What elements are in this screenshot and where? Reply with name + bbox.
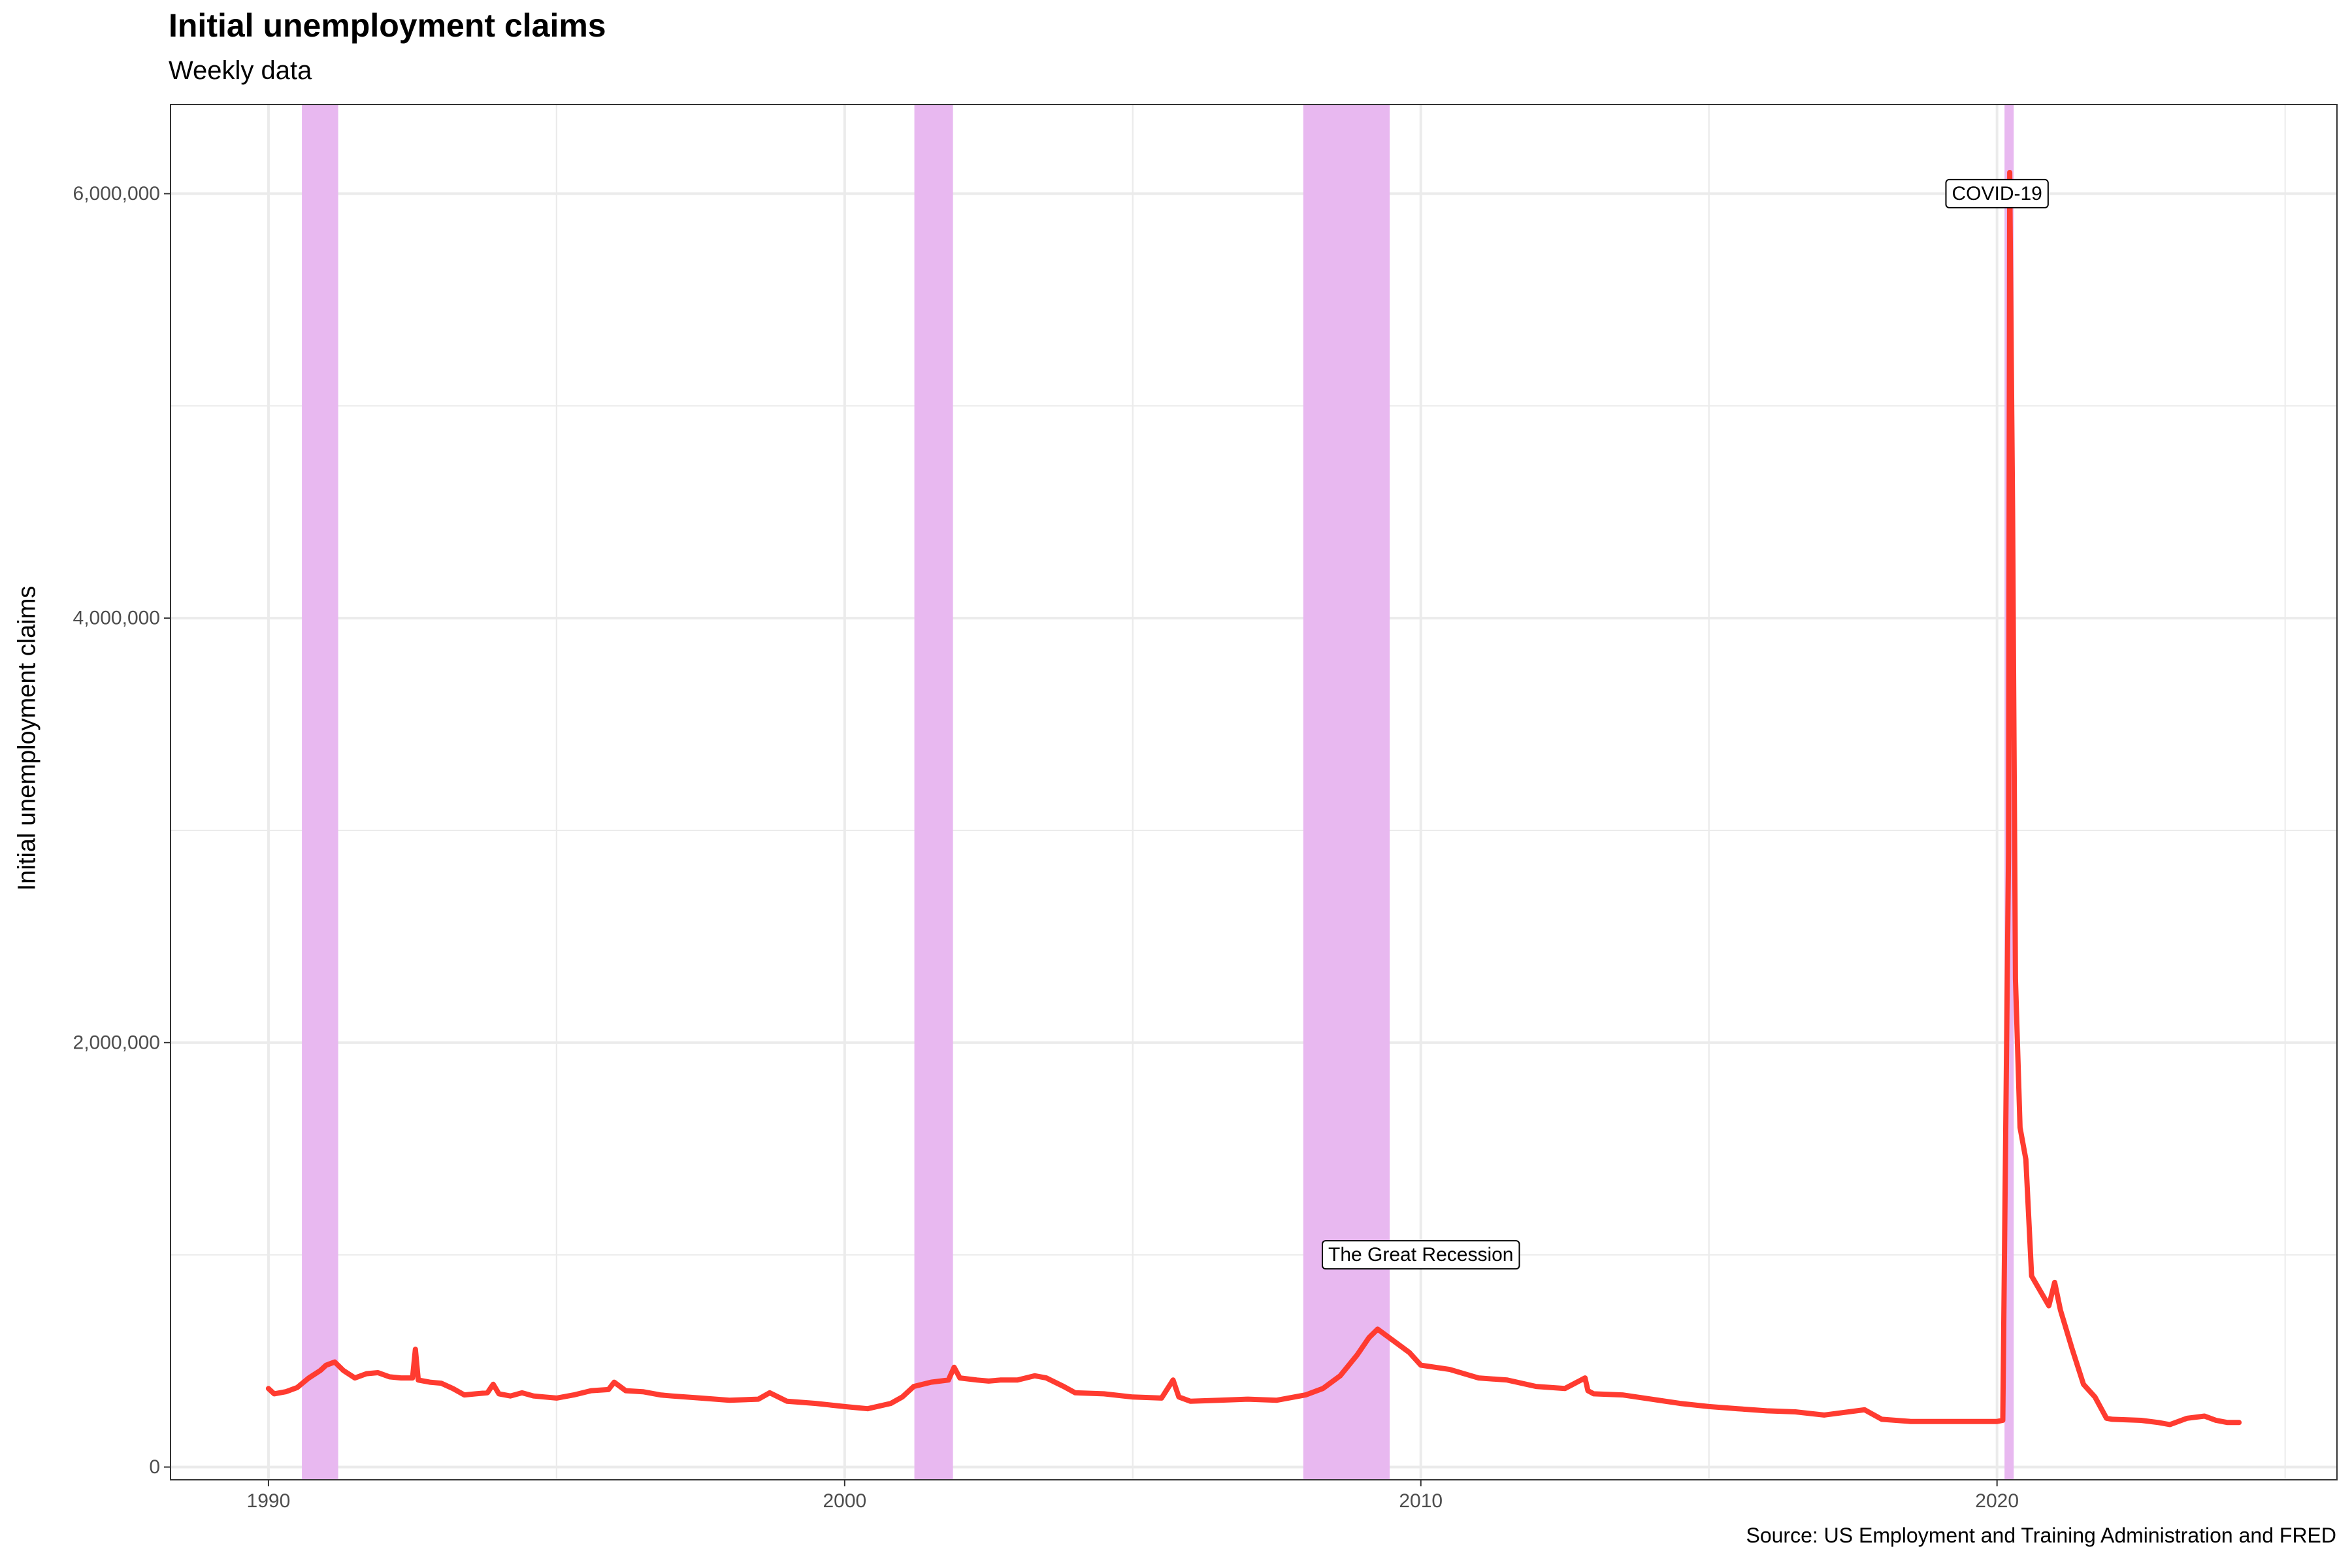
x-tick-label: 2020	[1975, 1490, 2019, 1512]
recession-band	[302, 105, 338, 1480]
chart-subtitle: Weekly data	[169, 56, 312, 85]
plot-panel	[171, 105, 2337, 1480]
y-tick-label: 0	[149, 1456, 160, 1478]
annotation-box	[1322, 1240, 1520, 1270]
y-tick-label: 6,000,000	[73, 183, 160, 204]
series-line	[265, 170, 2242, 1428]
y-tick-label: 4,000,000	[73, 608, 160, 629]
recession-band	[1303, 105, 1390, 1480]
y-tick-label: 2,000,000	[73, 1032, 160, 1053]
annotation-box	[1945, 178, 2049, 208]
x-tick-label: 2000	[823, 1490, 866, 1512]
chart-caption: Source: US Employment and Training Admin…	[1746, 1524, 2336, 1547]
annotation-text: COVID-19	[1952, 183, 2042, 204]
x-tick-label: 2010	[1399, 1490, 1443, 1512]
x-tick-label: 1990	[247, 1490, 291, 1512]
annotation-label: COVID-19	[1945, 178, 2049, 208]
chart-title: Initial unemployment claims	[169, 7, 606, 44]
panel-border	[170, 104, 2338, 1480]
annotation-label: The Great Recession	[1322, 1240, 1520, 1270]
annotation-text: The Great Recession	[1328, 1244, 1513, 1266]
recession-band	[914, 105, 953, 1480]
